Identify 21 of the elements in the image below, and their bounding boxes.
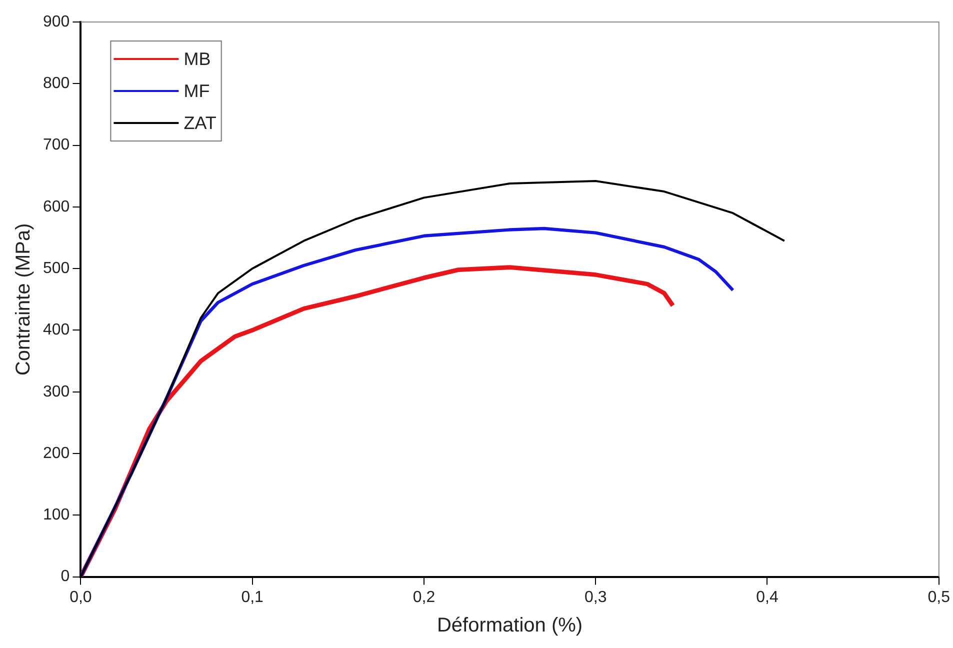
y-tick-label: 800 [42, 75, 70, 92]
y-tick-label: 900 [42, 13, 70, 30]
x-tick-label: 0,4 [756, 588, 778, 606]
x-tick-label: 0,0 [70, 588, 92, 606]
y-tick-label: 500 [42, 260, 70, 277]
legend-label: MF [184, 80, 210, 101]
y-tick-label: 100 [42, 506, 70, 524]
y-tick-label: 200 [42, 444, 70, 462]
legend-label: ZAT [184, 112, 216, 133]
y-tick-label: 600 [42, 198, 70, 216]
x-tick-label: 0,2 [412, 588, 436, 606]
x-tick-label: 0,3 [584, 588, 607, 606]
y-tick-label: 400 [42, 322, 70, 339]
y-axis-title: Contrainte (MPa) [12, 223, 35, 376]
y-tick-label: 300 [42, 383, 70, 400]
x-tick-label: 0,5 [928, 588, 950, 606]
legend-label: MB [184, 48, 211, 69]
y-tick-label: 700 [42, 136, 70, 154]
x-axis-title: Déformation (%) [436, 614, 583, 637]
x-tick-label: 0,1 [241, 588, 264, 606]
y-tick-label: 0 [60, 568, 70, 586]
